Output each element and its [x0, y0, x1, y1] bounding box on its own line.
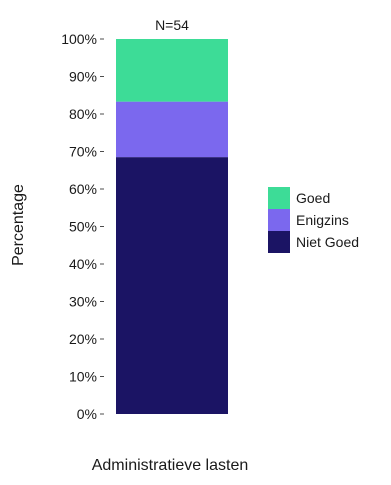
legend-swatch-goed [268, 187, 290, 209]
y-tick-label: 20% [69, 331, 97, 347]
bar-segment-enigzins [116, 102, 228, 158]
legend-label: Goed [296, 190, 330, 206]
y-axis: 0% 10% 20% 30% 40% 50% 60% 70% 80% 90% 100% [61, 31, 104, 422]
legend-label: Niet Goed [296, 234, 359, 250]
y-tick-label: 90% [69, 69, 97, 85]
legend-swatch-enigzins [268, 209, 290, 231]
y-tick-label: 70% [69, 144, 97, 160]
y-tick-label: 60% [69, 181, 97, 197]
y-tick-label: 30% [69, 294, 97, 310]
x-axis-title: Administratieve lasten [92, 457, 249, 474]
y-tick-label: 50% [69, 219, 97, 235]
y-tick-label: 100% [61, 31, 97, 47]
legend-swatch-niet-goed [268, 231, 290, 253]
legend: Goed Enigzins Niet Goed [268, 187, 359, 253]
y-tick-label: 40% [69, 256, 97, 272]
bar-segment-goed [116, 39, 228, 102]
bars-layer [116, 39, 228, 414]
y-tick-label: 80% [69, 106, 97, 122]
bar-segment-niet-goed [116, 157, 228, 414]
y-tick-label: 0% [77, 406, 97, 422]
y-tick-label: 10% [69, 369, 97, 385]
bar-annotation: N=54 [155, 17, 189, 33]
y-axis-title: Percentage [10, 184, 27, 266]
legend-label: Enigzins [296, 212, 349, 228]
